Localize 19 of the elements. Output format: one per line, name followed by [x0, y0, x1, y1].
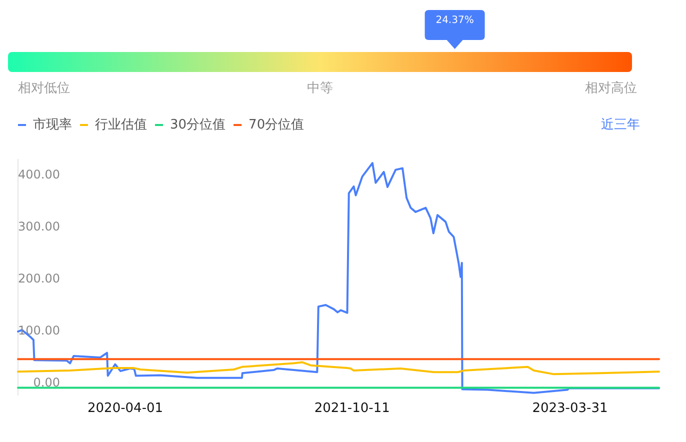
y-tick-label: 100.00 [18, 324, 60, 338]
category-label: 相对高位 [585, 80, 637, 96]
legend-label: 30分位值 [170, 118, 226, 132]
y-tick-label: 400.00 [18, 168, 60, 182]
category-label: 相对低位 [18, 81, 70, 96]
y-tick-label: 300.00 [18, 220, 60, 234]
line-series [17, 162, 660, 394]
y-tick-label: 0.00 [33, 376, 60, 390]
legend-label: 70分位值 [248, 118, 304, 132]
line-series [17, 361, 660, 376]
legend-label: 行业估值 [95, 118, 147, 132]
text: 近三年 [601, 118, 640, 132]
x-tick-label: 2021-10-11 [314, 401, 390, 416]
x-tick-label: 2023-03-31 [532, 401, 608, 416]
x-tick-label: 2020-04-01 [88, 401, 164, 416]
category-label: 中等 [307, 81, 333, 96]
text: 24.37% [436, 15, 474, 26]
legend-label: 市现率 [33, 116, 72, 132]
y-tick-label: 200.00 [18, 272, 60, 286]
